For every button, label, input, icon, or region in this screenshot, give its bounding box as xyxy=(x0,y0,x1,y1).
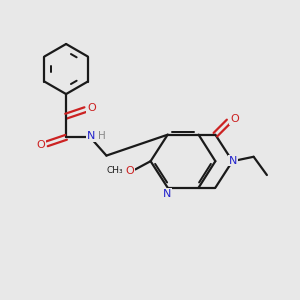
Text: CH₃: CH₃ xyxy=(106,167,123,176)
Text: O: O xyxy=(36,140,45,150)
Text: O: O xyxy=(230,114,239,124)
Text: O: O xyxy=(125,166,134,176)
Text: N: N xyxy=(229,156,237,166)
Text: O: O xyxy=(87,103,96,113)
Text: N: N xyxy=(87,131,95,142)
Text: H: H xyxy=(98,130,105,141)
Text: N: N xyxy=(163,189,171,199)
